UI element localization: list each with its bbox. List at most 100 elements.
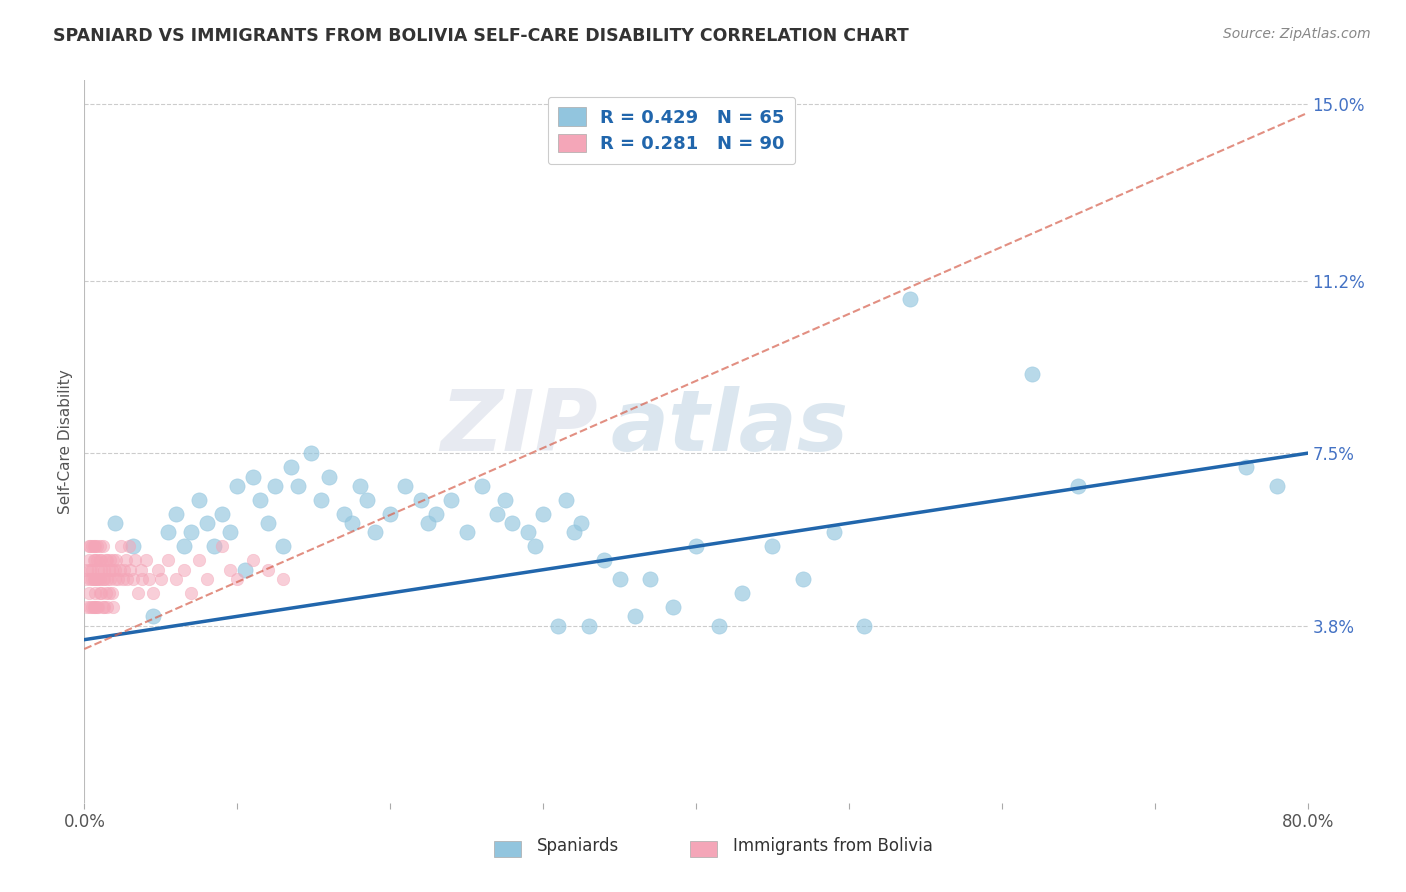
Point: [84, 540, 107, 554]
Point: [80, 572, 103, 586]
Point: [569, 516, 592, 530]
Point: [356, 492, 378, 507]
Point: [104, 563, 127, 577]
Point: [76, 563, 98, 577]
Point: [97, 563, 120, 577]
Text: ZIP: ZIP: [440, 385, 598, 468]
Text: SPANIARD VS IMMIGRANTS FROM BOLIVIA SELF-CARE DISABILITY CORRELATION CHART: SPANIARD VS IMMIGRANTS FROM BOLIVIA SELF…: [53, 27, 910, 45]
Point: [89, 553, 111, 567]
Point: [264, 479, 287, 493]
Point: [555, 492, 578, 507]
Point: [142, 609, 165, 624]
Point: [180, 586, 202, 600]
Point: [157, 525, 180, 540]
Point: [1021, 367, 1043, 381]
Point: [77, 586, 100, 600]
Point: [96, 553, 118, 567]
Point: [271, 540, 294, 554]
Point: [93, 600, 115, 615]
Point: [823, 525, 845, 540]
Point: [83, 553, 105, 567]
Point: [311, 492, 333, 507]
Point: [83, 540, 105, 554]
Point: [226, 572, 249, 586]
Point: [87, 563, 110, 577]
Point: [127, 586, 149, 600]
Point: [188, 492, 211, 507]
Point: [188, 553, 211, 567]
Point: [531, 507, 554, 521]
Point: [93, 572, 115, 586]
Point: [86, 572, 108, 586]
Y-axis label: Self-Care Disability: Self-Care Disability: [58, 369, 73, 514]
Point: [249, 492, 271, 507]
Point: [87, 600, 110, 615]
Point: [364, 525, 387, 540]
Point: [380, 507, 402, 521]
Point: [84, 553, 107, 567]
Point: [131, 572, 153, 586]
Point: [129, 563, 152, 577]
Point: [271, 572, 294, 586]
Point: [731, 586, 754, 600]
Point: [471, 479, 494, 493]
Point: [898, 293, 921, 307]
Point: [96, 572, 118, 586]
Point: [91, 600, 114, 615]
Bar: [494, 841, 522, 857]
Point: [440, 492, 463, 507]
Point: [76, 600, 98, 615]
Point: [257, 516, 280, 530]
Point: [97, 586, 120, 600]
Point: [494, 492, 516, 507]
Point: [120, 563, 142, 577]
Point: [83, 572, 105, 586]
Point: [257, 563, 280, 577]
Point: [149, 572, 172, 586]
Point: [280, 460, 302, 475]
Point: [173, 540, 195, 554]
Point: [211, 507, 233, 521]
Point: [547, 618, 569, 632]
Point: [146, 563, 169, 577]
Point: [138, 572, 160, 586]
Point: [516, 525, 538, 540]
Point: [79, 572, 101, 586]
Text: Spaniards: Spaniards: [537, 838, 619, 855]
Point: [79, 563, 101, 577]
Point: [79, 540, 101, 554]
Point: [77, 540, 100, 554]
Point: [98, 553, 121, 567]
Text: Immigrants from Bolivia: Immigrants from Bolivia: [733, 838, 932, 855]
Point: [218, 525, 240, 540]
Point: [90, 563, 112, 577]
Point: [318, 469, 340, 483]
Point: [578, 618, 600, 632]
Point: [218, 563, 240, 577]
Point: [94, 553, 117, 567]
Point: [1067, 479, 1090, 493]
Point: [104, 572, 127, 586]
Point: [107, 572, 129, 586]
Point: [202, 540, 225, 554]
Point: [409, 492, 432, 507]
Point: [142, 586, 165, 600]
Point: [165, 572, 187, 586]
Point: [242, 553, 264, 567]
Point: [91, 540, 114, 554]
Point: [157, 553, 180, 567]
Point: [86, 540, 108, 554]
Point: [195, 516, 218, 530]
Bar: [690, 841, 717, 857]
Point: [96, 600, 118, 615]
Point: [112, 563, 135, 577]
Point: [118, 540, 141, 554]
Point: [90, 586, 112, 600]
Point: [662, 600, 685, 615]
Text: atlas: atlas: [610, 385, 848, 468]
Point: [1236, 460, 1258, 475]
Point: [853, 618, 876, 632]
Point: [242, 469, 264, 483]
Point: [93, 563, 115, 577]
Point: [115, 572, 138, 586]
